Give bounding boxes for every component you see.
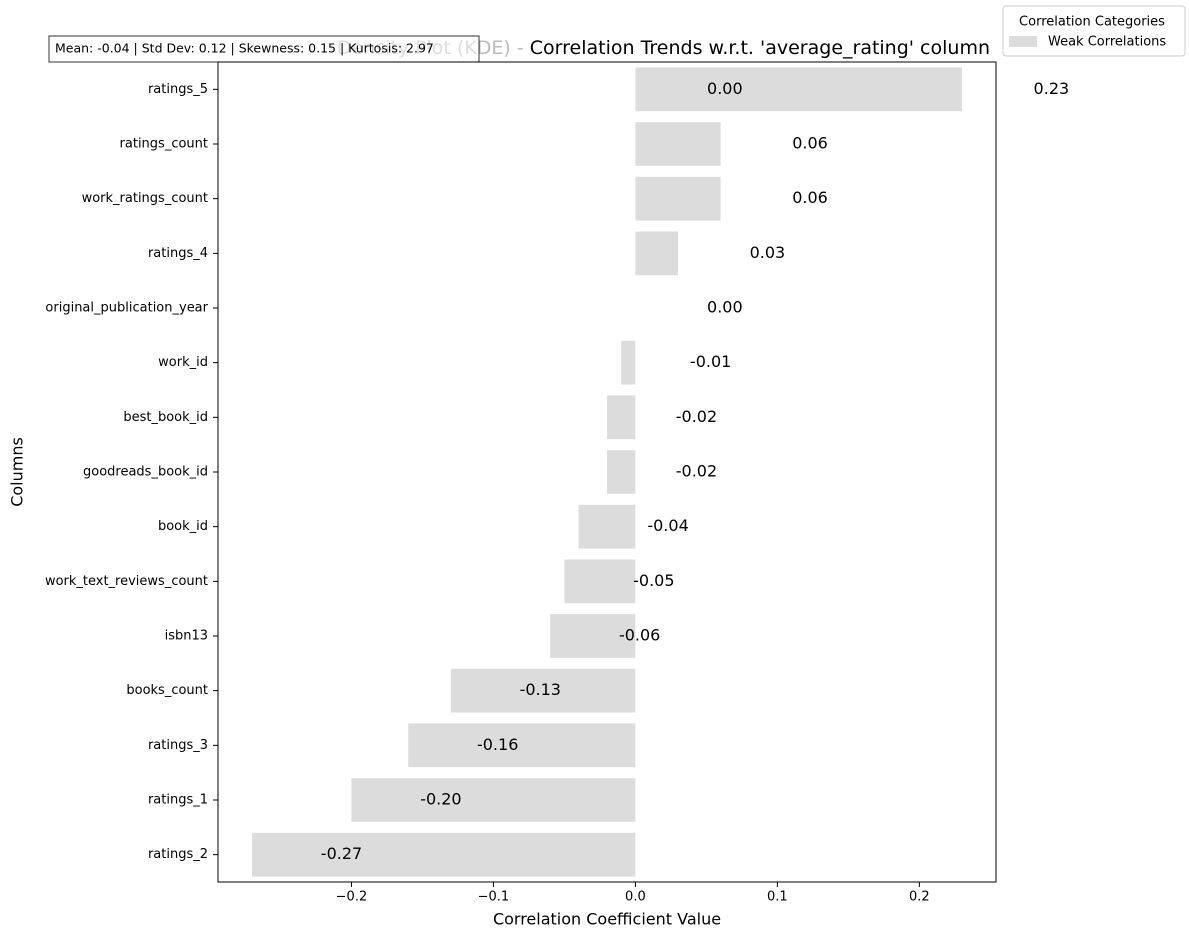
y-tick-label: best_book_id (123, 410, 208, 425)
x-axis-label: Correlation Coefficient Value (493, 910, 721, 929)
y-tick-label: isbn13 (165, 629, 208, 644)
y-tick-label: ratings_5 (148, 82, 208, 97)
data-label: -0.27 (321, 844, 362, 863)
data-label: -0.06 (619, 626, 660, 645)
bar (351, 778, 636, 822)
stray-label: 0.00 (707, 79, 743, 98)
legend-label: Weak Correlations (1048, 35, 1166, 50)
bar (252, 832, 636, 877)
data-label: -0.20 (420, 790, 461, 809)
bar (408, 723, 636, 768)
data-label: -0.01 (690, 352, 731, 371)
bar (621, 340, 636, 385)
bar (607, 450, 636, 494)
bar (635, 122, 721, 166)
y-tick-label: book_id (158, 519, 208, 534)
legend-title: Correlation Categories (1019, 15, 1165, 30)
data-label: -0.13 (520, 680, 561, 699)
x-tick-label: 0.0 (625, 890, 646, 905)
y-tick-label: ratings_3 (148, 738, 208, 753)
x-tick-label: 0.1 (767, 890, 788, 905)
plot-frame (217, 61, 997, 883)
data-label: 0.23 (1034, 79, 1070, 98)
y-tick-label: goodreads_book_id (83, 465, 208, 480)
title-main: Correlation Trends w.r.t. 'average_ratin… (530, 37, 990, 59)
bar (550, 614, 636, 658)
bar (578, 504, 636, 549)
y-tick-label: ratings_count (120, 137, 208, 152)
legend-swatch (1009, 36, 1037, 47)
x-tick-label: 0.2 (909, 890, 930, 905)
y-axis-label: Columns (8, 437, 27, 507)
y-tick-label: work_text_reviews_count (45, 574, 208, 589)
bar (564, 559, 636, 604)
x-tick-label: −0.2 (336, 890, 368, 905)
data-label: -0.05 (633, 571, 674, 590)
bar (450, 668, 636, 713)
data-label: -0.02 (676, 462, 717, 481)
y-tick-label: work_id (158, 355, 208, 370)
bar (635, 176, 721, 221)
bar (635, 67, 962, 112)
data-label: 0.03 (750, 243, 786, 262)
y-tick-label: ratings_4 (148, 246, 208, 261)
y-tick-label: work_ratings_count (82, 191, 208, 206)
bar (635, 231, 678, 276)
stats-text: Mean: -0.04 | Std Dev: 0.12 | Skewness: … (55, 41, 434, 56)
data-label: 0.06 (792, 134, 828, 153)
y-tick-label: books_count (126, 683, 208, 698)
x-tick-label: −0.1 (478, 890, 510, 905)
y-tick-label: original_publication_year (45, 301, 208, 316)
bar (607, 395, 636, 440)
data-label: -0.16 (477, 735, 518, 754)
legend-box (1002, 5, 1186, 57)
y-tick-label: ratings_2 (148, 847, 208, 862)
data-label: 0.00 (707, 298, 743, 317)
stats-box (48, 35, 480, 63)
y-tick-label: ratings_1 (148, 793, 208, 808)
data-label: -0.04 (647, 516, 688, 535)
data-label: 0.06 (792, 188, 828, 207)
data-label: -0.02 (676, 407, 717, 426)
